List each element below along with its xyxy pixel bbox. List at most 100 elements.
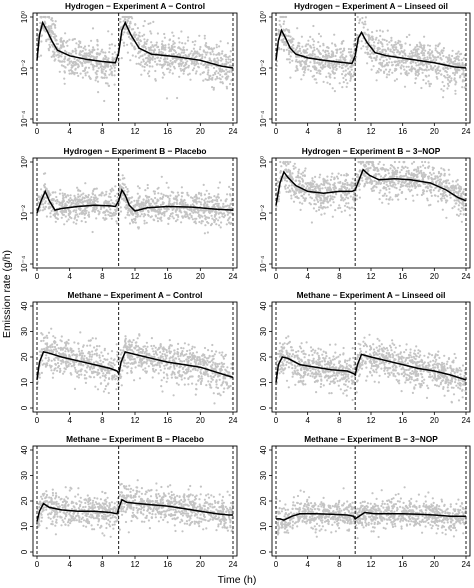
x-tick-label: 8 [100,560,105,569]
y-tick-label: 10⁻² [259,60,268,76]
panel-title: Methane − Experiment B − Placebo [66,434,204,444]
scatter-points [274,486,468,540]
panel-title: Methane − Experiment A − Control [68,290,203,300]
y-tick-label: 30 [259,327,268,336]
y-axis-label: Emission rate (g/h) [1,250,13,338]
y-tick-label: 30 [20,327,29,336]
panel-6: Methane − Experiment A − Linseed oil 0 4 8 1… [259,290,471,425]
x-tick-label: 8 [337,272,342,281]
x-tick-label: 8 [100,272,105,281]
panel-7: Methane − Experiment B − Placebo 0 4 8 12 16 2… [20,434,238,569]
scatter-points [275,15,468,99]
panel-3: Hydrogen − Experiment B − Placebo 0 4 8 12 16… [20,146,238,281]
x-tick-label: 4 [67,560,72,569]
x-tick-label: 12 [131,560,140,569]
x-tick-label: 0 [35,127,40,136]
smooth-line [275,353,467,383]
panels-grid: Hydrogen − Experiment A − Control 0 4 8 12 16… [20,1,471,569]
x-tick-label: 24 [229,127,238,136]
panel-title: Methane − Experiment A − Linseed oil [297,290,446,300]
y-tick-label: 10⁻⁴ [259,255,268,272]
x-tick-label: 16 [163,272,172,281]
x-tick-label: 16 [398,127,407,136]
x-tick-label: 8 [337,560,342,569]
x-tick-label: 20 [430,272,439,281]
x-tick-label: 16 [163,560,172,569]
y-tick-label: 20 [259,496,268,505]
x-tick-label: 4 [67,127,72,136]
x-tick-label: 8 [100,127,105,136]
plot-frame [271,12,471,124]
x-tick-label: 20 [430,127,439,136]
panel-title: Hydrogen − Experiment B − Placebo [64,146,207,156]
x-tick-label: 24 [462,560,471,569]
x-tick-label: 16 [398,416,407,425]
y-tick-label: 10⁰ [259,11,268,23]
x-tick-label: 24 [462,416,471,425]
y-tick-label: 0 [259,549,268,554]
x-tick-label: 24 [229,560,238,569]
scatter-points [275,333,468,404]
x-tick-label: 8 [100,416,105,425]
smooth-line [276,511,466,521]
y-tick-label: 20 [20,352,29,361]
panel-title: Hydrogen − Experiment A − Control [65,1,205,11]
panel-8: Methane − Experiment B − 3−NOP 0 4 8 12 16 20 2… [259,434,471,569]
x-tick-label: 12 [131,127,140,136]
y-tick-label: 10⁻⁴ [259,110,268,127]
x-axis-label: Time (h) [218,574,257,586]
y-tick-label: 10 [259,378,268,387]
y-tick-label: 0 [259,405,268,410]
x-tick-label: 12 [367,416,376,425]
x-tick-label: 20 [196,127,205,136]
y-tick-label: 10 [259,522,268,531]
x-tick-label: 24 [229,272,238,281]
x-tick-label: 24 [462,127,471,136]
scatter-points [275,160,467,224]
x-tick-label: 20 [196,416,205,425]
smooth-line [275,168,467,206]
x-tick-label: 20 [196,272,205,281]
plot-frame [271,445,471,557]
x-tick-label: 16 [398,560,407,569]
y-tick-label: 40 [259,301,268,310]
x-tick-label: 12 [367,272,376,281]
y-tick-label: 0 [20,549,29,554]
y-tick-label: 20 [20,496,29,505]
x-tick-label: 0 [274,272,279,281]
y-tick-label: 10⁰ [20,156,29,168]
y-tick-label: 10 [20,378,29,387]
panel-title: Hydrogen − Experiment B − 3−NOP [302,146,441,156]
scatter-points [35,327,235,405]
x-tick-label: 4 [67,416,72,425]
x-tick-label: 4 [305,416,310,425]
x-tick-label: 16 [163,416,172,425]
y-tick-label: 10⁰ [259,156,268,168]
x-tick-label: 4 [305,127,310,136]
x-tick-label: 20 [430,560,439,569]
panel-title: Hydrogen − Experiment A − Linseed oil [294,1,448,11]
x-tick-label: 24 [462,272,471,281]
scatter-points [35,479,234,538]
smooth-line [36,498,233,522]
panel-1: Hydrogen − Experiment A − Control 0 4 8 12 16… [20,1,238,136]
x-tick-label: 8 [337,416,342,425]
x-tick-label: 12 [131,416,140,425]
x-tick-label: 20 [430,416,439,425]
smooth-line [36,20,234,69]
x-tick-label: 8 [337,127,342,136]
x-tick-label: 16 [163,127,172,136]
y-tick-label: 10⁻² [259,205,268,221]
x-tick-label: 0 [274,560,279,569]
x-tick-label: 0 [35,272,40,281]
x-tick-label: 4 [305,272,310,281]
x-tick-label: 4 [67,272,72,281]
panel-title: Methane − Experiment B − 3−NOP [304,434,438,444]
y-tick-label: 10 [20,522,29,531]
panel-4: Hydrogen − Experiment B − 3−NOP 0 4 8 12 16 20… [259,146,471,281]
y-tick-label: 10⁻² [20,60,29,76]
y-tick-label: 10⁻⁴ [20,255,29,272]
smooth-line [36,351,234,381]
x-tick-label: 4 [305,560,310,569]
y-tick-label: 10⁻⁴ [20,110,29,127]
